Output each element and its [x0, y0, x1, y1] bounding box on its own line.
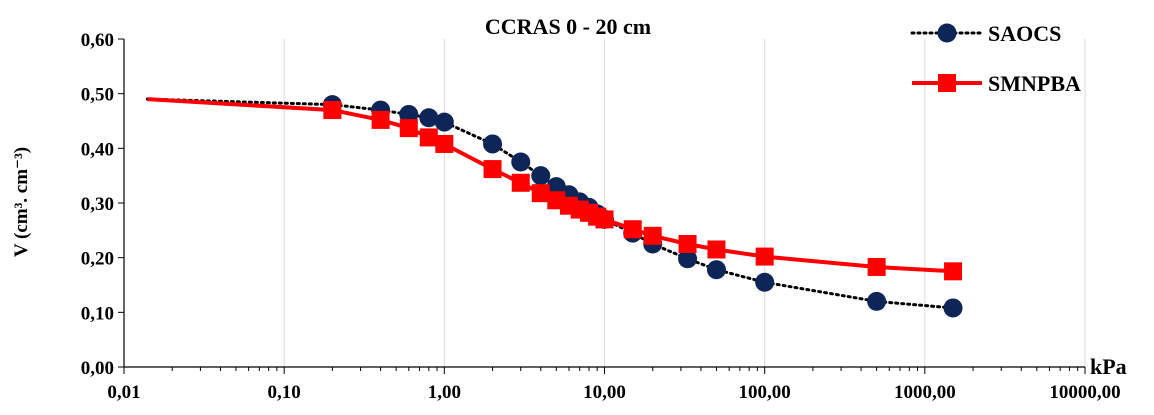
series-layer: [145, 95, 963, 318]
marker-smnpba: [643, 226, 662, 245]
legend-marker-saocs: [937, 23, 957, 43]
marker-smnpba: [371, 110, 390, 129]
x-tick-label: 0,01: [107, 382, 140, 403]
marker-smnpba: [511, 173, 530, 192]
marker-smnpba: [678, 235, 697, 253]
marker-smnpba: [867, 257, 886, 276]
y-tick-label: 0,10: [81, 303, 114, 324]
y-tick-label: 0,40: [81, 139, 114, 160]
marker-smnpba: [323, 101, 342, 120]
y-tick-label: 0,30: [81, 194, 114, 215]
legend: SAOCS SMNPBA: [910, 21, 1081, 96]
x-tick-label: 1000,00: [894, 382, 956, 403]
marker-smnpba: [531, 184, 550, 203]
y-axis-label: V (cm³. cm⁻³): [11, 147, 32, 257]
marker-saocs: [706, 260, 726, 280]
x-tick-label: 10,00: [583, 382, 626, 403]
marker-smnpba: [623, 220, 642, 239]
marker-smnpba: [595, 210, 614, 229]
axes: 0,01 0,10 1,00 10,00 100,00 1000,00 10000,00 0,…: [81, 30, 1121, 403]
x-tick-label: 0,10: [268, 382, 301, 403]
marker-saocs: [419, 108, 439, 128]
marker-smnpba: [483, 160, 502, 179]
marker-smnpba: [419, 128, 438, 147]
marker-saocs: [755, 272, 775, 292]
marker-smnpba: [755, 247, 774, 266]
grid: [283, 39, 1086, 367]
marker-saocs: [943, 298, 963, 318]
marker-smnpba: [435, 134, 454, 153]
x-tick-label: 10000,00: [1049, 382, 1120, 403]
marker-saocs: [483, 134, 503, 154]
marker-saocs: [531, 166, 551, 186]
x-tick-label: 100,00: [739, 382, 791, 403]
legend-label-smnpba: SMNPBA: [988, 71, 1081, 96]
marker-saocs: [434, 112, 454, 132]
marker-saocs: [867, 291, 887, 311]
legend-marker-smnpba: [938, 74, 956, 92]
marker-saocs: [511, 152, 531, 172]
marker-smnpba: [707, 240, 726, 259]
legend-label-saocs: SAOCS: [988, 21, 1061, 46]
y-tick-label: 0,00: [81, 358, 114, 379]
chart-title: CCRAS 0 - 20 cm: [485, 14, 651, 39]
marker-smnpba: [944, 262, 963, 281]
y-tick-label: 0,20: [81, 249, 114, 270]
x-tick-label: 1,00: [428, 382, 461, 403]
marker-smnpba: [399, 119, 418, 138]
y-tick-label: 0,60: [81, 30, 114, 51]
marker-saocs: [678, 249, 698, 269]
x-axis-label: kPa: [1090, 354, 1127, 379]
y-tick-label: 0,50: [81, 85, 114, 106]
